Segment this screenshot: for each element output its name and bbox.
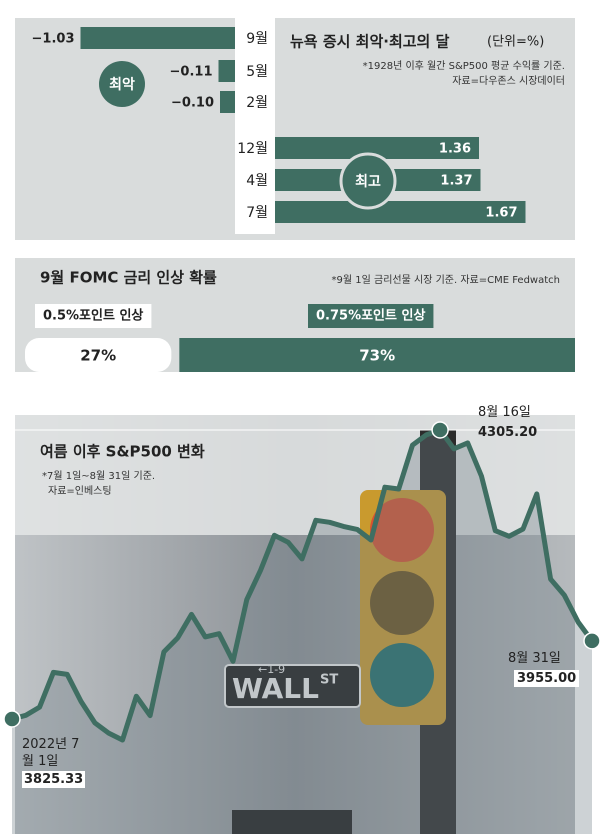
value-label: 4305.20 <box>478 425 538 440</box>
chart-title: 9월 FOMC 금리 인상 확률 <box>40 269 217 287</box>
note: *9월 1일 금리선물 시장 기준. 자료=CME Fedwatch <box>332 274 560 286</box>
value-label: 1.36 <box>439 142 471 157</box>
x-label: 8월 16일 <box>478 405 531 420</box>
sign-suffix: ST <box>320 673 338 688</box>
note: 자료=인베스팅 <box>48 485 112 497</box>
value-label: −0.11 <box>170 65 213 80</box>
bar-segment <box>25 338 172 372</box>
bar <box>220 91 235 113</box>
sign-number: ←1-9 <box>258 663 285 676</box>
line <box>11 427 595 743</box>
area <box>12 430 592 834</box>
chart-title: 뉴욕 증시 최악·최고의 달 <box>290 33 450 51</box>
note: *7월 1일~8월 31일 기준. <box>42 470 155 482</box>
note: 자료=다우존스 시장데이터 <box>452 75 565 87</box>
street-sign <box>224 664 361 708</box>
value-label: 3955.00 <box>514 670 580 687</box>
chart-title: 여름 이후 S&P500 변화 <box>40 443 205 461</box>
point <box>583 632 600 650</box>
point <box>431 421 449 439</box>
group-label: 최고 <box>355 174 381 190</box>
note: *1928년 이후 월간 S&P500 평균 수익률 기준. <box>363 60 565 72</box>
month-label: 5월 <box>246 64 268 80</box>
month-label: 7월 <box>246 205 268 221</box>
point <box>3 710 21 728</box>
label-box <box>308 304 434 328</box>
month-label: 12월 <box>237 141 268 157</box>
value-label: 27% <box>80 347 116 365</box>
red-light <box>370 498 434 562</box>
bar <box>80 27 235 49</box>
group-badge <box>99 61 145 107</box>
bar <box>275 201 526 223</box>
label-box <box>35 304 152 328</box>
bar <box>275 137 479 159</box>
month-label: 2월 <box>246 95 268 111</box>
segment-label: 0.75%포인트 인상 <box>316 308 425 324</box>
group-label: 최악 <box>109 76 135 93</box>
month-label: 9월 <box>246 31 268 47</box>
segment-label: 0.5%포인트 인상 <box>43 308 143 324</box>
bar <box>218 60 235 82</box>
group-badge <box>339 152 397 210</box>
value-label: 3825.33 <box>22 771 86 788</box>
value-label: 73% <box>359 347 395 365</box>
x-label: 8월 31일 <box>508 651 561 666</box>
value-label: −0.10 <box>171 96 214 111</box>
bar-segment <box>179 338 575 372</box>
green-light <box>370 643 434 707</box>
street-sign <box>232 810 352 834</box>
value-label: −1.03 <box>32 32 75 47</box>
value-label: 1.37 <box>440 174 472 189</box>
month-label: 4월 <box>246 173 268 189</box>
x-label: 2022년 7월 1일 <box>22 737 80 769</box>
sign-text: WALL <box>232 672 319 705</box>
amber-light <box>370 571 434 635</box>
month-column <box>235 18 275 234</box>
value-label: 1.67 <box>485 206 517 221</box>
unit-label: (단위=%) <box>487 35 544 50</box>
